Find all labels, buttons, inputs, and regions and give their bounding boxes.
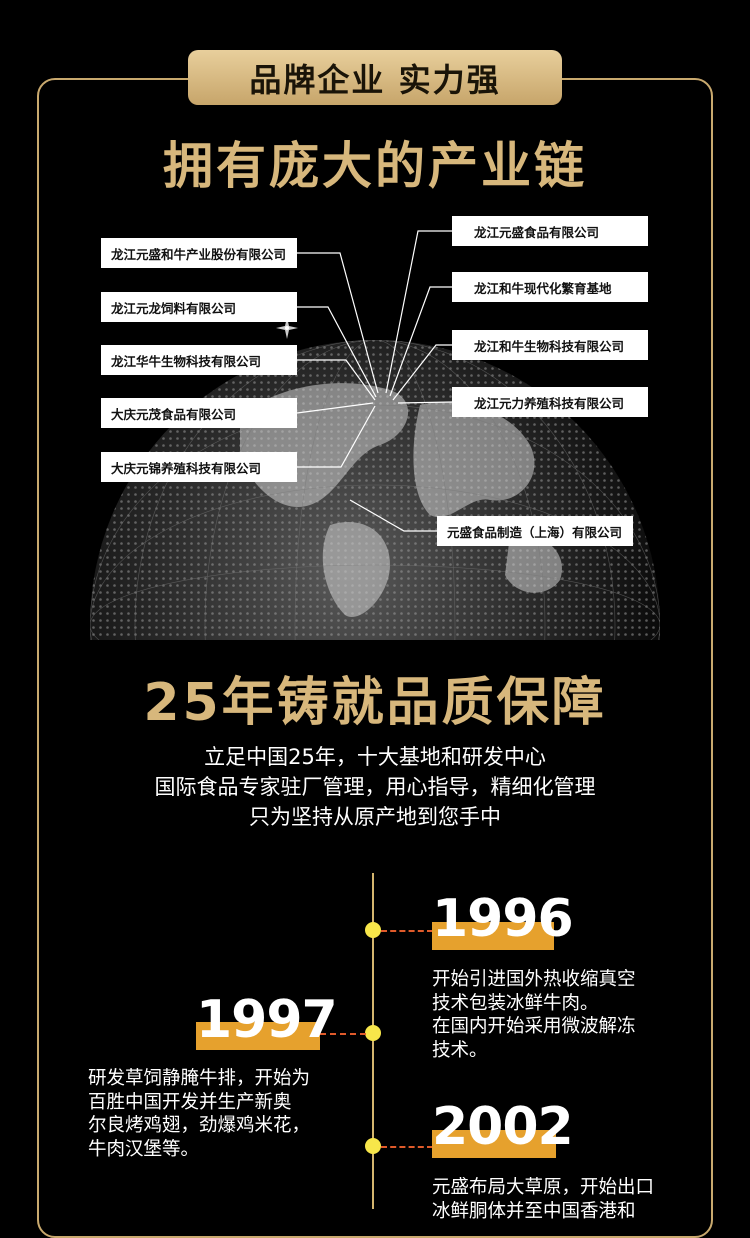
timeline-connector: [320, 1033, 366, 1035]
company-label-right-5: 元盛食品制造（上海）有限公司: [437, 516, 633, 546]
event-line: 研发草饲静腌牛排，开始为: [88, 1068, 311, 1089]
company-label-left-2: 龙江元龙饲料有限公司: [101, 292, 297, 322]
intro-line: 国际食品专家驻厂管理，用心指导，精细化管理: [154, 775, 596, 799]
company-label-right-2: 龙江和牛现代化繁育基地: [452, 272, 648, 302]
timeline-axis: [372, 873, 374, 1209]
company-label-left-3: 龙江华牛生物科技有限公司: [101, 345, 297, 375]
event-1996-description: 开始引进国外热收缩真空 技术包装冰鲜牛肉。 在国内开始采用微波解冻 技术。: [432, 968, 636, 1062]
event-line: 开始引进国外热收缩真空: [432, 969, 636, 990]
event-line: 技术包装冰鲜牛肉。: [432, 992, 599, 1014]
company-label-left-1: 龙江元盛和牛产业股份有限公司: [101, 238, 297, 268]
event-line: 在国内开始采用微波解冻: [432, 1016, 636, 1037]
event-line: 百胜中国开发并生产新奥: [88, 1091, 292, 1113]
intro-line: 立足中国25年，十大基地和研发中心: [204, 745, 546, 769]
company-label-right-4: 龙江元力养殖科技有限公司: [452, 387, 648, 417]
company-label-left-4: 大庆元茂食品有限公司: [101, 398, 297, 428]
timeline-dot-1996: [365, 922, 381, 938]
event-2002-description: 元盛布局大草原，开始出口 冰鲜胴体并至中国香港和: [432, 1176, 654, 1223]
event-line: 技术。: [432, 1039, 488, 1061]
year-highlight: [196, 1022, 320, 1050]
quality-title: 25年铸就品质保障: [143, 673, 607, 733]
year-highlight: [432, 1130, 556, 1158]
event-line: 冰鲜胴体并至中国香港和: [432, 1200, 636, 1222]
intro-text: 立足中国25年，十大基地和研发中心 国际食品专家驻厂管理，用心指导，精细化管理 …: [0, 742, 750, 832]
company-label-right-1: 龙江元盛食品有限公司: [452, 216, 648, 246]
year-1996: 1996: [432, 889, 574, 949]
brand-banner: 品牌企业 实力强: [188, 50, 562, 105]
intro-line: 只为坚持从原产地到您手中: [249, 805, 501, 829]
industry-chain-title: 拥有庞大的产业链: [163, 137, 587, 195]
connector-lines: [296, 230, 453, 532]
company-label-right-3: 龙江和牛生物科技有限公司: [452, 330, 648, 360]
year-1997: 1997: [196, 990, 338, 1050]
timeline-dot-2002: [365, 1138, 381, 1154]
event-1997-description: 研发草饲静腌牛排，开始为 百胜中国开发并生产新奥 尔良烤鸡翅，劲爆鸡米花， 牛肉…: [88, 1067, 310, 1161]
timeline-dot-1997: [365, 1025, 381, 1041]
year-highlight: [432, 922, 554, 950]
year-2002: 2002: [432, 1097, 574, 1157]
event-line: 尔良烤鸡翅，劲爆鸡米花，: [88, 1115, 311, 1136]
event-line: 元盛布局大草原，开始出口: [432, 1177, 655, 1198]
company-label-left-5: 大庆元锦养殖科技有限公司: [101, 452, 297, 482]
timeline-connector: [381, 1146, 433, 1148]
timeline-connector: [381, 930, 433, 932]
event-line: 牛肉汉堡等。: [88, 1138, 200, 1160]
